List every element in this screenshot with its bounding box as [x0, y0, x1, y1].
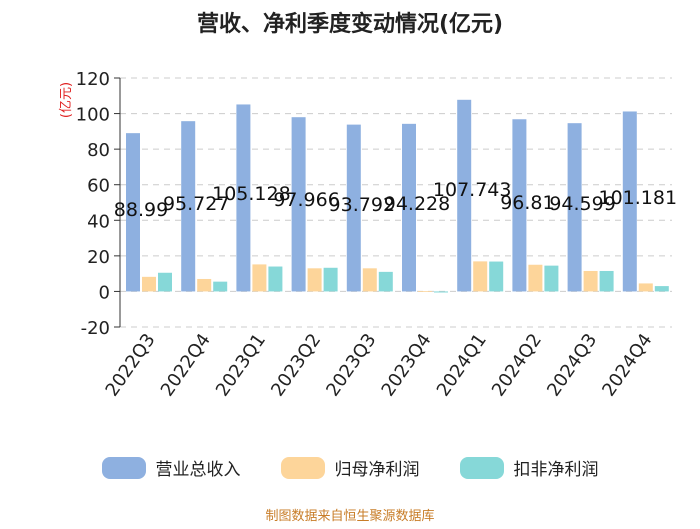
y-tick-label: 120: [76, 69, 110, 90]
y-tick-label: -20: [81, 318, 110, 339]
x-tick-label: 2024Q2: [488, 330, 546, 401]
data-label: 97.966: [273, 189, 339, 211]
data-label: 101.181: [599, 187, 678, 209]
legend-label: 归母净利润: [334, 460, 420, 480]
legend-item: 扣非净利润: [459, 455, 599, 480]
bar-revenue: [567, 123, 582, 292]
y-axis-label: (亿元): [59, 82, 74, 118]
data-label: 95.727: [163, 193, 229, 215]
bar-revenue: [457, 99, 472, 292]
bar-revenue: [181, 121, 196, 292]
x-tick-label: 2023Q2: [267, 330, 325, 401]
bar-revenue: [291, 117, 306, 292]
data-label: 105.128: [212, 183, 291, 205]
bar-deducted-profit: [158, 272, 172, 292]
x-tick-label: 2024Q1: [433, 330, 491, 401]
legend: 营业总收入 归母净利润 扣非净利润: [0, 455, 700, 480]
y-tick-label: 0: [99, 282, 110, 303]
bar-deducted-profit: [489, 261, 504, 292]
bar-deducted-profit: [544, 265, 559, 292]
data-label: 94.599: [549, 193, 615, 215]
bar-deducted-profit: [268, 266, 283, 292]
bar-deducted-profit: [654, 286, 669, 292]
chart-title: 营收、净利季度变动情况(亿元): [196, 12, 504, 37]
bar-deducted-profit: [599, 270, 614, 292]
x-tick-label: 2023Q3: [322, 330, 380, 401]
x-tick-label: 2023Q1: [212, 330, 270, 401]
legend-label: 营业总收入: [155, 460, 241, 480]
bar-net-profit: [142, 276, 156, 292]
bar-net-profit: [418, 291, 432, 292]
bar-revenue: [402, 123, 416, 292]
bar-net-profit: [638, 283, 653, 292]
legend-swatch: [280, 456, 325, 479]
legend-label: 扣非净利润: [513, 460, 599, 480]
y-tick-label: 20: [87, 247, 110, 268]
bar-deducted-profit: [213, 281, 228, 292]
bar-revenue: [622, 111, 637, 292]
data-label: 93.792: [329, 194, 395, 216]
bar-net-profit: [252, 264, 267, 292]
bar-net-profit: [307, 268, 322, 292]
y-tick-label: 40: [87, 211, 110, 232]
y-tick-label: 80: [87, 140, 110, 161]
data-label: 88.99: [114, 199, 168, 221]
bar-revenue: [126, 133, 140, 292]
bar-net-profit: [528, 264, 543, 292]
bar-net-profit: [473, 261, 488, 292]
source-note: 制图数据来自恒生聚源数据库: [265, 509, 435, 524]
bar-net-profit: [197, 278, 212, 292]
y-tick-label: 60: [87, 176, 110, 197]
x-tick-label: 2024Q3: [543, 330, 601, 401]
y-tick-label: 100: [76, 105, 110, 126]
bar-net-profit: [583, 270, 598, 292]
bar-net-profit: [362, 268, 377, 292]
bar-deducted-profit: [378, 271, 393, 292]
x-tick-label: 2022Q3: [102, 330, 160, 401]
data-label: 96.81: [500, 192, 554, 214]
data-label: 107.743: [433, 179, 512, 201]
bar-revenue: [346, 124, 361, 292]
legend-item: 营业总收入: [101, 455, 241, 480]
legend-swatch: [101, 456, 146, 479]
bar-deducted-profit: [434, 291, 448, 293]
bar-revenue: [512, 119, 527, 292]
x-tick-label: 2023Q4: [378, 330, 436, 401]
x-tick-label: 2022Q4: [157, 330, 215, 401]
bar-revenue: [236, 104, 251, 292]
legend-item: 归母净利润: [280, 455, 420, 480]
data-label: 94.228: [384, 193, 450, 215]
bar-deducted-profit: [323, 267, 338, 292]
legend-swatch: [459, 456, 504, 479]
x-tick-label: 2024Q4: [598, 330, 656, 401]
